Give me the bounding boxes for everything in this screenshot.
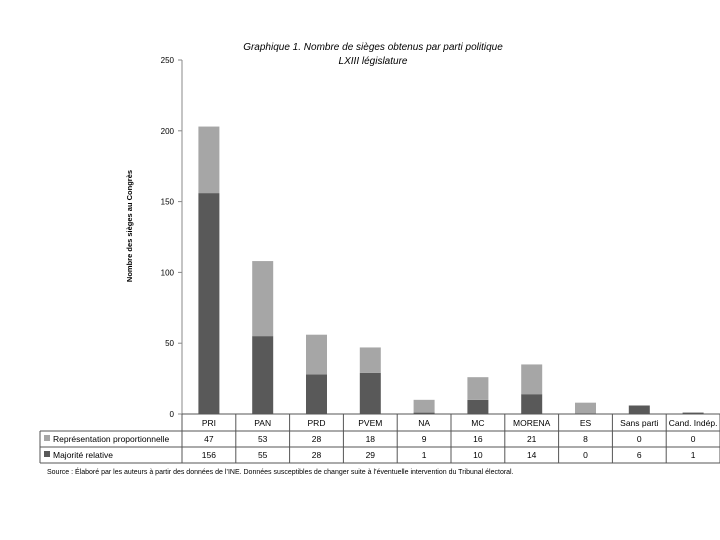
x-tick-label: PVEM <box>358 418 382 428</box>
table-cell-value: 0 <box>637 434 642 444</box>
table-cell-value: 1 <box>691 450 696 460</box>
legend-swatch <box>44 451 50 457</box>
bar-representation-proportionnelle <box>413 399 435 413</box>
bar-representation-proportionnelle <box>521 364 543 395</box>
x-tick-label: MORENA <box>513 418 551 428</box>
table-cell-value: 29 <box>366 450 376 460</box>
y-tick-label: 200 <box>161 127 175 136</box>
table-cell-value: 16 <box>473 434 483 444</box>
table-cell-value: 0 <box>583 450 588 460</box>
bar-majorite-relative <box>521 394 543 414</box>
chart-title: Graphique 1. Nombre de sièges obtenus pa… <box>243 42 503 53</box>
y-tick-label: 100 <box>161 268 175 277</box>
bar-representation-proportionnelle <box>467 377 489 400</box>
x-tick-label: Cand. Indép. <box>669 418 718 428</box>
bar-representation-proportionnelle <box>575 402 596 414</box>
bar-majorite-relative <box>306 374 327 414</box>
table-cell-value: 28 <box>312 450 322 460</box>
table-cell-value: 1 <box>422 450 427 460</box>
bar-majorite-relative <box>628 405 650 414</box>
bar-majorite-relative <box>682 412 704 414</box>
table-cell-value: 53 <box>258 434 268 444</box>
table-cell-value: 0 <box>691 434 696 444</box>
x-tick-label: NA <box>418 418 430 428</box>
table-cell-value: 6 <box>637 450 642 460</box>
chart-subtitle: LXIII législature <box>339 56 408 67</box>
source-note: Source : Élaboré par les auteurs à parti… <box>47 469 514 476</box>
y-tick-label: 0 <box>170 410 175 419</box>
table-cell-value: 55 <box>258 450 268 460</box>
table-cell-value: 18 <box>366 434 376 444</box>
table-cell-value: 21 <box>527 434 537 444</box>
table-cell-value: 14 <box>527 450 537 460</box>
x-tick-label: MC <box>471 418 484 428</box>
x-tick-label: ES <box>580 418 592 428</box>
table-cell-value: 28 <box>312 434 322 444</box>
legend-label: Majorité relative <box>53 450 113 460</box>
table-cell-value: 8 <box>583 434 588 444</box>
y-tick-label: 250 <box>161 56 175 65</box>
table-cell-value: 47 <box>204 434 214 444</box>
table-cell-value: 10 <box>473 450 483 460</box>
y-axis-label: Nombre des sièges au Congrès <box>125 170 134 282</box>
bar-representation-proportionnelle <box>198 126 220 194</box>
x-tick-label: PRI <box>202 418 216 428</box>
legend-label: Représentation proportionnelle <box>53 434 170 444</box>
table-cell-value: 9 <box>422 434 427 444</box>
bar-majorite-relative <box>252 336 274 414</box>
legend-swatch <box>44 435 50 441</box>
bar-representation-proportionnelle <box>359 347 381 373</box>
x-tick-label: PRD <box>308 418 326 428</box>
x-tick-label: Sans parti <box>620 418 658 428</box>
bar-representation-proportionnelle <box>306 334 327 375</box>
table-cell-value: 156 <box>202 450 216 460</box>
bar-majorite-relative <box>467 399 489 414</box>
x-tick-label: PAN <box>254 418 271 428</box>
y-tick-label: 50 <box>165 339 174 348</box>
bar-majorite-relative <box>359 372 381 414</box>
bar-representation-proportionnelle <box>252 261 274 337</box>
bar-majorite-relative <box>413 412 435 414</box>
y-tick-label: 150 <box>161 198 175 207</box>
bar-majorite-relative <box>198 193 220 414</box>
